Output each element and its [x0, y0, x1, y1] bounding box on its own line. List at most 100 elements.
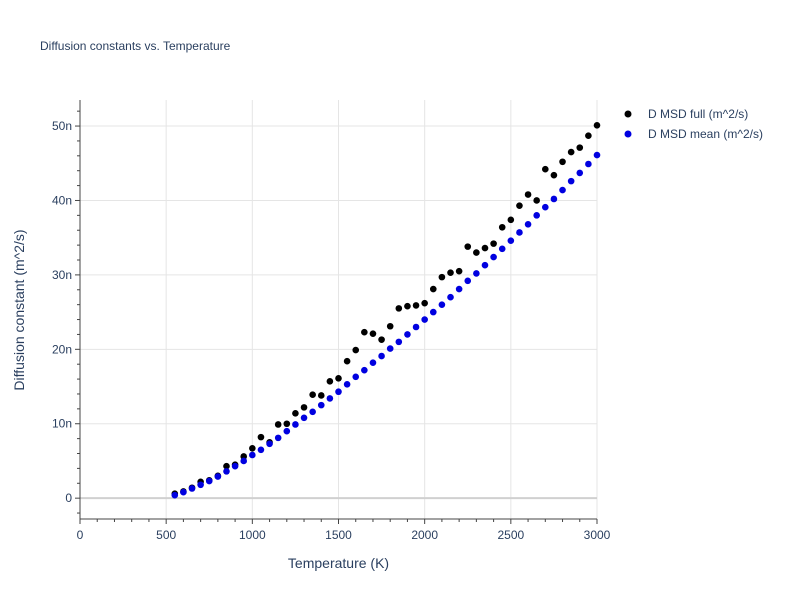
data-point[interactable] — [395, 338, 403, 346]
data-point[interactable] — [447, 269, 454, 276]
data-point[interactable] — [205, 477, 213, 485]
data-point[interactable] — [490, 240, 497, 247]
data-point[interactable] — [369, 359, 377, 367]
data-point[interactable] — [343, 380, 351, 388]
data-point[interactable] — [352, 373, 360, 381]
data-point[interactable] — [171, 491, 179, 499]
data-point[interactable] — [412, 302, 420, 309]
data-point[interactable] — [309, 391, 316, 399]
data-point[interactable] — [317, 392, 325, 399]
data-point[interactable] — [266, 440, 273, 448]
data-point[interactable] — [317, 401, 325, 409]
data-point[interactable] — [300, 414, 308, 422]
data-point[interactable] — [378, 336, 385, 343]
data-point[interactable] — [395, 305, 403, 312]
data-point[interactable] — [516, 202, 523, 209]
data-point[interactable] — [231, 462, 239, 470]
data-point[interactable] — [516, 229, 523, 236]
data-point[interactable] — [257, 446, 265, 454]
data-point[interactable] — [473, 249, 480, 256]
data-point[interactable] — [464, 277, 472, 285]
data-point[interactable] — [404, 302, 411, 310]
data-point[interactable] — [326, 395, 334, 402]
data-point[interactable] — [249, 444, 256, 452]
data-point[interactable] — [300, 404, 308, 411]
data-point[interactable] — [550, 171, 558, 179]
data-point[interactable] — [481, 244, 489, 252]
data-point[interactable] — [550, 195, 558, 203]
data-point[interactable] — [533, 197, 540, 204]
data-point[interactable] — [533, 212, 540, 219]
data-point[interactable] — [412, 323, 420, 331]
data-point[interactable] — [240, 457, 248, 465]
data-point[interactable] — [455, 267, 463, 275]
data-point[interactable] — [542, 203, 549, 211]
data-point[interactable] — [490, 253, 497, 261]
data-point[interactable] — [559, 158, 566, 166]
data-point[interactable] — [567, 177, 575, 185]
data-point[interactable] — [404, 331, 411, 338]
data-point[interactable] — [421, 299, 428, 307]
data-point[interactable] — [361, 328, 368, 336]
data-point[interactable] — [274, 421, 282, 428]
data-point[interactable] — [559, 186, 566, 194]
data-point[interactable] — [593, 151, 601, 159]
data-point[interactable] — [593, 122, 601, 129]
data-point[interactable] — [567, 148, 575, 156]
data-point[interactable] — [214, 473, 222, 480]
data-point[interactable] — [576, 144, 584, 151]
data-point[interactable] — [585, 160, 592, 168]
data-point[interactable] — [369, 330, 377, 337]
x-tick-label: 2000 — [411, 528, 438, 542]
data-point[interactable] — [498, 245, 506, 253]
data-point[interactable] — [223, 462, 230, 470]
data-point[interactable] — [223, 468, 230, 475]
data-point[interactable] — [283, 427, 291, 435]
data-point[interactable] — [283, 420, 291, 428]
data-point[interactable] — [447, 293, 454, 301]
data-point[interactable] — [361, 366, 368, 374]
data-point[interactable] — [386, 322, 394, 330]
data-point[interactable] — [335, 388, 342, 396]
data-point[interactable] — [455, 285, 463, 293]
data-points — [171, 122, 601, 499]
data-point[interactable] — [386, 345, 394, 352]
data-point[interactable] — [473, 270, 480, 277]
data-point[interactable] — [542, 165, 549, 173]
data-point[interactable] — [292, 410, 299, 417]
data-point[interactable] — [257, 433, 265, 441]
data-point[interactable] — [343, 357, 351, 365]
data-point[interactable] — [576, 169, 584, 177]
data-point[interactable] — [585, 132, 592, 140]
data-point[interactable] — [249, 451, 256, 459]
data-point[interactable] — [421, 316, 428, 323]
data-point[interactable] — [309, 408, 316, 416]
data-point[interactable] — [507, 237, 515, 244]
data-point[interactable] — [274, 434, 282, 442]
data-point[interactable] — [524, 220, 532, 228]
chart-title: Diffusion constants vs. Temperature — [40, 39, 231, 53]
data-point[interactable] — [429, 285, 437, 293]
data-point[interactable] — [188, 485, 196, 492]
data-point[interactable] — [464, 243, 472, 250]
data-point[interactable] — [438, 301, 446, 308]
x-tick-label: 3000 — [584, 528, 611, 542]
y-tick-label: 50n — [52, 119, 72, 133]
legend-item-mean[interactable]: D MSD mean (m^2/s) — [624, 127, 763, 141]
series-full — [171, 122, 601, 497]
data-point[interactable] — [498, 223, 506, 231]
data-point[interactable] — [438, 273, 446, 281]
data-point[interactable] — [197, 481, 204, 489]
data-point[interactable] — [352, 346, 360, 354]
data-point[interactable] — [481, 261, 489, 269]
data-point[interactable] — [524, 191, 532, 198]
data-point[interactable] — [326, 378, 334, 385]
data-point[interactable] — [507, 216, 515, 224]
legend[interactable]: D MSD full (m^2/s) D MSD mean (m^2/s) — [624, 107, 763, 141]
data-point[interactable] — [429, 308, 437, 316]
data-point[interactable] — [378, 352, 385, 360]
data-point[interactable] — [180, 488, 187, 496]
data-point[interactable] — [335, 375, 342, 382]
legend-item-full[interactable]: D MSD full (m^2/s) — [624, 107, 749, 121]
data-point[interactable] — [292, 421, 299, 428]
